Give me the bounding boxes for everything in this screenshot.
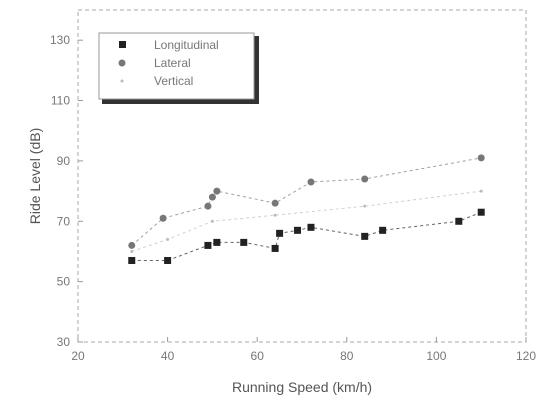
y-tick-label-1: 50 — [57, 275, 71, 289]
legend-label-longitudinal: Longitudinal — [154, 38, 219, 52]
point-lateral-7 — [361, 175, 369, 183]
point-longitudinal-3 — [213, 238, 221, 246]
point-lateral-6 — [307, 178, 315, 186]
y-tick-label-5: 130 — [50, 33, 70, 47]
series-line-lateral — [131, 157, 482, 246]
point-longitudinal-12 — [477, 208, 485, 216]
point-lateral-3 — [208, 193, 216, 201]
legend-label-vertical: Vertical — [154, 74, 193, 88]
series-line-vertical — [131, 190, 482, 252]
point-longitudinal-6 — [276, 229, 284, 237]
x-axis-title: Running Speed (km/h) — [232, 379, 372, 395]
point-longitudinal-10 — [379, 226, 387, 234]
legend: Longitudinal Lateral Vertical — [98, 32, 259, 104]
y-axis-title: Ride Level (dB) — [27, 128, 43, 225]
series-line-longitudinal — [131, 211, 482, 261]
series-layer — [128, 154, 485, 265]
point-longitudinal-11 — [455, 217, 463, 225]
point-vertical-4 — [363, 204, 367, 208]
point-lateral-5 — [271, 199, 279, 207]
point-longitudinal-4 — [240, 238, 248, 246]
point-vertical-1 — [166, 237, 170, 241]
x-tick-label-3: 80 — [340, 349, 354, 363]
point-vertical-5 — [479, 189, 483, 193]
y-tick-label-0: 30 — [57, 335, 71, 349]
y-tick-label-4: 110 — [51, 94, 70, 108]
legend-label-lateral: Lateral — [154, 56, 191, 70]
y-tick-label-2: 70 — [57, 214, 71, 228]
x-tick-label-4: 100 — [426, 349, 446, 363]
point-lateral-2 — [204, 202, 212, 210]
x-tick-label-1: 40 — [161, 349, 175, 363]
point-vertical-3 — [273, 213, 277, 217]
point-lateral-0 — [128, 241, 136, 249]
x-tick-label-0: 20 — [71, 349, 85, 363]
point-longitudinal-2 — [204, 241, 212, 249]
point-longitudinal-5 — [271, 244, 279, 252]
plot-frame — [77, 9, 527, 343]
point-lateral-4 — [213, 187, 221, 195]
y-tick-label-3: 90 — [57, 154, 71, 168]
point-longitudinal-7 — [294, 226, 302, 234]
x-tick-label-2: 60 — [251, 349, 265, 363]
point-vertical-2 — [210, 219, 214, 223]
point-vertical-0 — [130, 249, 134, 253]
legend-marker-lateral — [118, 59, 126, 67]
ticks-layer: 20 40 60 80 100 120 30 50 70 90 110 130 — [50, 33, 536, 363]
point-longitudinal-0 — [128, 257, 136, 265]
point-lateral-8 — [477, 154, 485, 162]
legend-marker-longitudinal — [119, 41, 126, 48]
point-longitudinal-9 — [361, 232, 369, 240]
point-longitudinal-1 — [164, 257, 172, 265]
point-longitudinal-8 — [307, 223, 315, 231]
x-tick-label-5: 120 — [516, 349, 536, 363]
legend-marker-vertical — [120, 79, 124, 83]
point-lateral-1 — [159, 214, 167, 222]
